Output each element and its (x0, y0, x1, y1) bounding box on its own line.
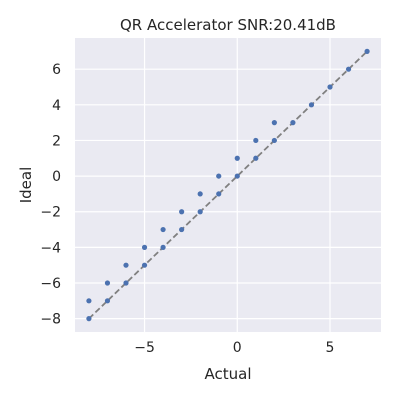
scatter-point (179, 226, 185, 233)
y-tick-label: 6 (52, 62, 61, 78)
x-tick-label: 5 (326, 340, 335, 356)
scatter-point (345, 66, 352, 72)
scatter-point (197, 209, 203, 215)
y-tick-labels: −8 −6 −4 −2 0 2 4 6 (40, 62, 61, 327)
scatter-point (104, 280, 111, 286)
x-tick-label: −5 (134, 340, 155, 356)
reference-line-group (88, 50, 368, 320)
scatter-point (253, 155, 259, 161)
scatter-point (86, 316, 92, 322)
scatter-point (308, 102, 315, 108)
y-tick-label: 4 (52, 98, 61, 114)
y-tick-label: −4 (40, 240, 61, 256)
scatter-point (216, 191, 222, 197)
scatter-point (141, 262, 148, 268)
scatter-point (141, 244, 148, 250)
x-tick-label: 0 (233, 340, 242, 356)
scatter-point (271, 137, 277, 144)
scatter-point (86, 298, 92, 304)
scatter-point (123, 262, 129, 268)
y-tick-label: 2 (52, 133, 61, 149)
y-tick-label: 0 (52, 169, 61, 185)
scatter-point (197, 191, 203, 197)
y-tick-label: −6 (40, 276, 61, 292)
scatter-point (104, 298, 111, 304)
scatter-point (179, 209, 185, 215)
scatter-point (216, 173, 222, 179)
scatter-point (253, 137, 259, 144)
y-tick-label: −2 (40, 205, 61, 221)
y-axis-label: Ideal (17, 167, 35, 204)
scatter-point (234, 173, 240, 179)
scatter-point (123, 280, 129, 286)
x-tick-labels: −5 0 5 (134, 340, 334, 356)
y-tick-label: −8 (40, 312, 61, 328)
scatter-point (290, 120, 296, 126)
scatter-point (364, 48, 370, 54)
data-points (86, 48, 370, 322)
scatter-point (234, 155, 240, 161)
x-axis-label: Actual (205, 365, 252, 383)
scatter-point (160, 226, 166, 233)
scatter-point (160, 244, 166, 250)
chart-title: QR Accelerator SNR:20.41dB (120, 16, 336, 34)
reference-line (88, 50, 368, 320)
scatter-point (271, 120, 277, 126)
scatter-point (327, 84, 333, 90)
